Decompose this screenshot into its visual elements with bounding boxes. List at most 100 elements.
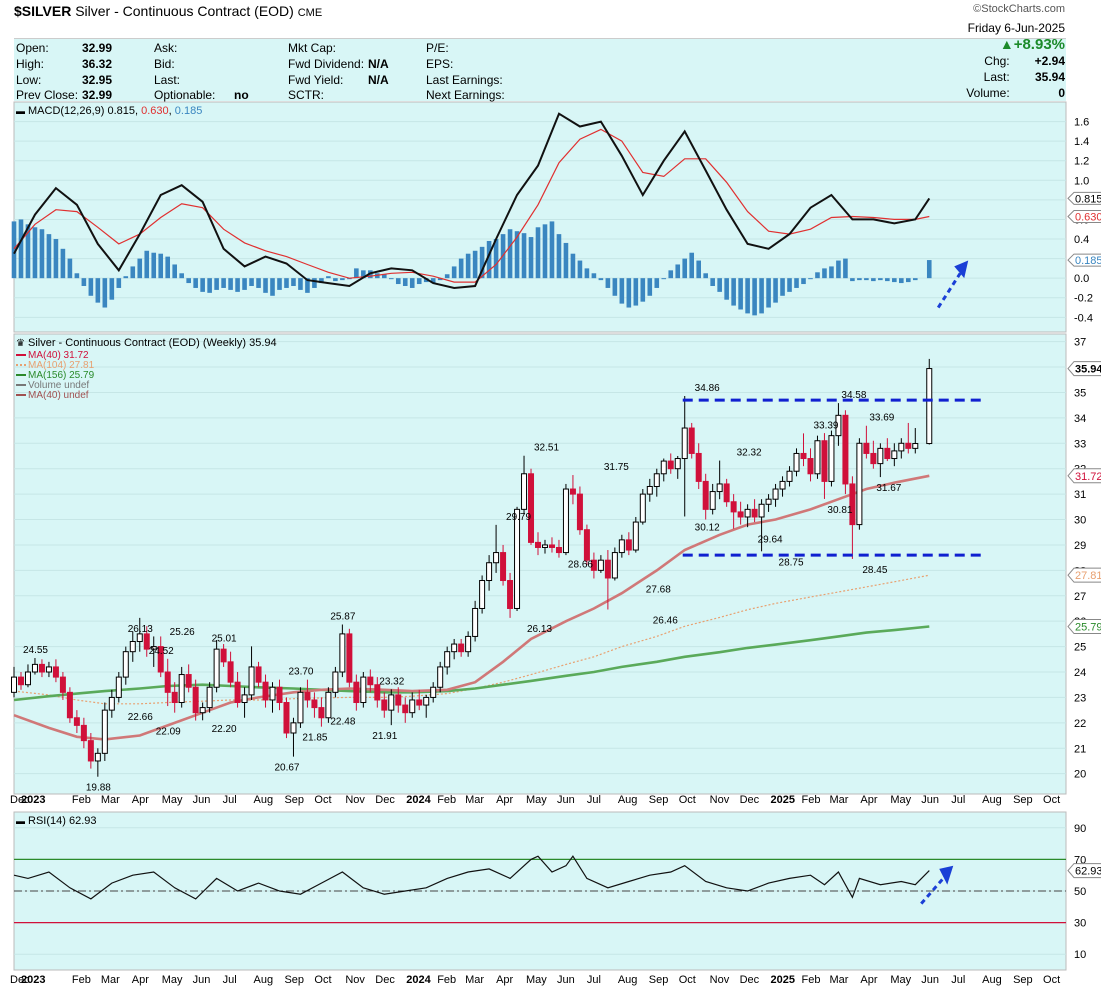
x-axis-label: Mar <box>465 974 484 986</box>
candle-body <box>297 691 304 724</box>
macd-histogram-bar <box>479 246 485 279</box>
price-legend-item: MA(40) 31.72 <box>28 350 89 361</box>
x-axis-label: May <box>526 794 547 806</box>
candle-body <box>430 686 437 698</box>
macd-histogram-bar <box>542 224 548 279</box>
x-axis-label: Feb <box>801 974 820 986</box>
candle-body <box>576 493 583 531</box>
candle-body <box>24 671 31 686</box>
value-optionable: no <box>234 88 249 102</box>
price-tick-label: 35 <box>1074 387 1086 399</box>
macd-histogram-bar <box>598 278 604 281</box>
macd-histogram-bar <box>207 278 212 293</box>
candle-body <box>723 483 730 503</box>
candle-body <box>521 473 528 510</box>
quote-date: Friday 6-Jun-2025 <box>967 21 1065 35</box>
candle-body <box>66 691 73 719</box>
price-legend-item: MA(40) undef <box>28 390 89 401</box>
macd-histogram-bar <box>563 242 569 279</box>
candle-body <box>597 559 604 571</box>
x-axis-label: Feb <box>72 974 91 986</box>
label-last-price: Last: <box>983 70 1010 84</box>
price-annotation: 31.67 <box>876 483 901 494</box>
price-annotation: 27.68 <box>646 584 671 595</box>
rsi-legend-swatch: ▬ <box>16 816 25 826</box>
candle-body <box>688 427 695 454</box>
x-axis-label: Jun <box>921 974 939 986</box>
candle-body <box>618 539 625 554</box>
x-axis-label: Feb <box>437 794 456 806</box>
x-axis-label: Sep <box>284 794 304 806</box>
x-axis-label: Dec <box>740 794 760 806</box>
candle-body <box>157 646 164 673</box>
macd-histogram-bar <box>892 278 897 283</box>
macd-histogram-bar <box>388 278 394 280</box>
x-axis-label: Feb <box>72 794 91 806</box>
macd-histogram-bar <box>319 278 324 284</box>
x-axis-label: Apr <box>132 794 149 806</box>
x-axis-label: 2024 <box>406 794 431 806</box>
x-axis-label: Apr <box>860 794 877 806</box>
price-tick-label: 31 <box>1074 489 1086 501</box>
macd-histogram-bar <box>605 278 611 288</box>
candle-body <box>353 681 360 704</box>
candle-body <box>255 666 262 683</box>
candle-body <box>905 442 912 449</box>
x-axis-label: Oct <box>1043 794 1060 806</box>
macd-histogram-bar <box>661 278 667 280</box>
candle-body <box>465 635 472 653</box>
x-axis-label: Mar <box>101 974 120 986</box>
price-annotation: 34.86 <box>695 383 720 394</box>
macd-histogram-bar <box>822 268 827 279</box>
macd-value-tag <box>1067 210 1101 224</box>
macd-tick-label: 0.4 <box>1074 234 1089 246</box>
macd-value-tag <box>1067 253 1101 267</box>
x-axis-label: Oct <box>679 974 696 986</box>
macd-histogram-bar <box>731 278 736 306</box>
label-sctr: SCTR: <box>288 88 324 102</box>
x-axis-label: Jun <box>557 794 575 806</box>
macd-histogram-bar <box>507 229 513 279</box>
macd-histogram-bar <box>689 252 695 279</box>
macd-histogram-bar <box>291 278 296 286</box>
up-triangle-icon: ▲ <box>999 36 1014 52</box>
candle-body <box>283 702 290 734</box>
candle-body <box>702 480 709 510</box>
label-last-earnings: Last Earnings: <box>426 73 503 87</box>
macd-background <box>13 101 1067 333</box>
macd-histogram-bar <box>95 278 101 303</box>
macd-histogram-bar <box>451 266 457 279</box>
candle-body <box>870 452 877 465</box>
macd-histogram-bar <box>759 278 764 314</box>
macd-histogram-bar <box>46 234 52 279</box>
rsi-line <box>13 855 930 900</box>
candle-body <box>611 552 618 579</box>
candle-body <box>360 676 367 704</box>
macd-histogram-bar <box>333 278 338 282</box>
candle-body <box>744 508 751 518</box>
label-fwd-yield: Fwd Yield: <box>288 73 344 87</box>
macd-histogram-bar <box>612 278 618 296</box>
macd-histogram-bar <box>780 278 785 296</box>
macd-histogram-bar <box>179 273 184 279</box>
quote-table: Open: 32.99 High: 36.32 Low: 32.95 Prev … <box>14 38 1066 102</box>
macd-histogram-bar <box>486 240 492 279</box>
macd-histogram-bar <box>675 264 681 279</box>
macd-histogram-bar <box>88 278 94 296</box>
candle-body <box>213 648 220 688</box>
candle-body <box>695 452 702 482</box>
price-annotation: 22.20 <box>212 724 237 735</box>
macd-histogram-bar <box>815 272 820 279</box>
price-value-tag <box>1067 567 1101 583</box>
candle-body <box>849 483 856 526</box>
price-tick-label: 37 <box>1074 337 1086 349</box>
macd-legend: MACD(12,26,9) 0.815, 0.630, 0.185 <box>28 105 202 117</box>
macd-histogram-bar <box>221 278 226 288</box>
price-tick-label: 23 <box>1074 692 1086 704</box>
quote-summary: Friday 6-Jun-2025 ▲+8.93% Chg: +2.94 Las… <box>966 20 1065 101</box>
x-axis-label: 2023 <box>21 794 45 806</box>
macd-histogram-bar <box>584 268 590 279</box>
candle-body <box>681 427 688 460</box>
candle-body <box>863 442 870 454</box>
candle-body <box>248 666 255 696</box>
